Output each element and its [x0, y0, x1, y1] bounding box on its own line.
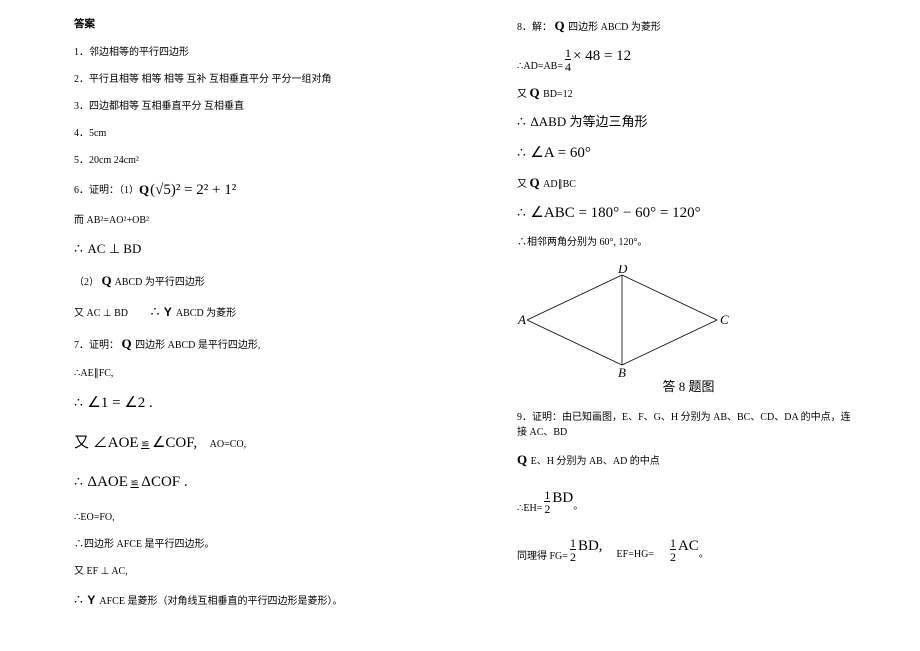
answer-6-prefix: 6．证明：（1） — [74, 184, 139, 197]
therefore-symbol — [517, 149, 528, 160]
answer-8-line2: ∴AD=AB= 1 4 × 48 = 12 — [517, 47, 860, 73]
therefore-symbol — [151, 308, 162, 319]
answer-7-line6: ∴EO=FO, — [74, 511, 417, 524]
answer-7-line5: ΔAOE ≌ ΔCOF . — [74, 473, 417, 493]
congruent-symbol: ≌ — [141, 439, 149, 450]
answer-9-line3: ∴EH= 1 2 BD 。 — [517, 489, 860, 515]
equilateral: ΔABD 为等边三角形 — [530, 114, 647, 129]
answers-heading: 答案 — [74, 18, 417, 32]
final-rhombus: AFCE 是菱形（对角线互相垂直的平行四边形是菱形）。 — [99, 596, 342, 607]
because-symbol — [517, 456, 528, 467]
bd-tail: BD — [552, 489, 573, 509]
times-48: × 48 = 12 — [573, 47, 631, 67]
because-symbol — [530, 89, 541, 100]
perp-text: AC ⊥ BD — [87, 241, 141, 256]
fraction-1-2a: 1 2 — [570, 537, 576, 563]
again-prefix: 又 — [517, 89, 527, 100]
ao-co: AO=CO, — [210, 439, 246, 450]
therefore-symbol — [74, 596, 85, 607]
because-symbol — [139, 182, 150, 199]
answer-8-line4: ΔABD 为等边三角形 — [517, 114, 860, 132]
again-prefix2: 又 — [517, 179, 527, 190]
answer-9-line4: 同理得 FG= 1 2 BD, EF=HG= 1 2 AC 。 — [517, 537, 860, 563]
answer-6-math: (√5)² = 2² + 1² — [150, 181, 236, 201]
answer-8-line7: ∠ABC = 180° − 60° = 120° — [517, 204, 860, 224]
part2-prefix: （2） — [74, 277, 99, 288]
svg-text:A: A — [517, 312, 526, 327]
tri-cof: ΔCOF . — [141, 474, 187, 490]
sol8-text: 四边形 ABCD 为菱形 — [568, 22, 661, 33]
fraction-1-2b: 1 2 — [670, 537, 676, 563]
y-symbol — [87, 596, 97, 607]
rhombus-figure: A C D B — [517, 265, 732, 377]
answer-7-line9: AFCE 是菱形（对角线互相垂直的平行四边形是菱形）。 — [74, 592, 417, 610]
ad-parallel-bc: AD∥BC — [543, 179, 576, 190]
part2-text: ABCD 为平行四边形 — [115, 277, 205, 288]
eh-prefix: ∴EH= — [517, 502, 542, 515]
therefore-symbol — [517, 118, 528, 129]
answer-8-line3: 又 BD=12 — [517, 85, 860, 102]
bd-12: BD=12 — [543, 89, 573, 100]
tri-aoe: ΔAOE — [87, 474, 127, 490]
figure-caption: 答 8 题图 — [517, 379, 860, 396]
answer-1: 1．邻边相等的平行四边形 — [74, 46, 417, 59]
y-symbol — [164, 308, 174, 319]
similarly-prefix: 同理得 FG= — [517, 550, 568, 563]
therefore-symbol — [517, 209, 528, 220]
answer-6-line2: 而 AB²=AO²+OB² — [74, 214, 417, 227]
therefore-symbol — [74, 399, 85, 410]
angle-a-60: ∠A = 60° — [530, 145, 590, 161]
midpoints-text: E、H 分别为 AB、AD 的中点 — [531, 456, 660, 467]
therefore-symbol — [74, 478, 85, 489]
congruent-symbol: ≌ — [130, 478, 138, 489]
left-column: 答案 1．邻边相等的平行四边形 2．平行且相等 相等 相等 互补 互相垂直平分 … — [74, 18, 417, 624]
svg-text:D: D — [617, 265, 628, 276]
ac-tail: AC — [678, 537, 699, 557]
answer-3: 3．四边都相等 互相垂直平分 互相垂直 — [74, 100, 417, 113]
answer-8-line6: 又 AD∥BC — [517, 175, 860, 192]
ad-ab-prefix: ∴AD=AB= — [517, 60, 563, 73]
answer-4: 4．5cm — [74, 127, 417, 140]
therefore-symbol — [74, 245, 85, 256]
answer-6-line5: 又 AC ⊥ BD ABCD 为菱形 — [74, 304, 417, 322]
rhombus-text: ABCD 为菱形 — [176, 308, 236, 319]
angle-aoe: 又 ∠AOE — [74, 435, 139, 451]
answer-9-line1: 9．证明：由已知画图，E、F、G、H 分别为 AB、BC、CD、DA 的中点，连… — [517, 410, 860, 440]
sol8-prefix: 8．解： — [517, 22, 552, 33]
proof7-prefix: 7．证明： — [74, 340, 119, 351]
proof7-text: 四边形 ABCD 是平行四边形, — [135, 340, 260, 351]
because-symbol — [555, 22, 566, 33]
answer-7-line4: 又 ∠AOE ≌ ∠COF, AO=CO, — [74, 434, 417, 454]
angle-abc-120: ∠ABC = 180° − 60° = 120° — [530, 205, 700, 221]
answer-6-line3: AC ⊥ BD — [74, 241, 417, 259]
answer-8-line1: 8．解： 四边形 ABCD 为菱形 — [517, 18, 860, 35]
right-column: 8．解： 四边形 ABCD 为菱形 ∴AD=AB= 1 4 × 48 = 12 … — [517, 18, 860, 624]
answer-2: 2．平行且相等 相等 相等 互补 互相垂直平分 平分一组对角 — [74, 73, 417, 86]
because-symbol — [102, 277, 113, 288]
angle-eq: ∠1 = ∠2 . — [87, 395, 152, 411]
answer-9-line2: E、H 分别为 AB、AD 的中点 — [517, 452, 860, 469]
fraction-1-4: 1 4 — [565, 47, 571, 73]
fraction-1-2: 1 2 — [544, 489, 550, 515]
answer-7-line8: 又 EF ⊥ AC, — [74, 565, 417, 578]
svg-text:B: B — [618, 365, 626, 377]
answer-7-line1: 7．证明： 四边形 ABCD 是平行四边形, — [74, 336, 417, 353]
bd-tail2: BD, — [578, 537, 603, 557]
answer-8-line8: ∴相邻两角分别为 60°, 120°。 — [517, 236, 860, 249]
answer-6-line4: （2） ABCD 为平行四边形 — [74, 273, 417, 290]
answer-8-line5: ∠A = 60° — [517, 144, 860, 164]
answer-7-line3: ∠1 = ∠2 . — [74, 394, 417, 414]
again-perp: 又 AC ⊥ BD — [74, 308, 128, 319]
ef-hg-prefix: EF=HG= — [617, 548, 654, 561]
answer-5: 5．20cm 24cm² — [74, 154, 417, 167]
angle-cof: ∠COF, — [152, 435, 197, 451]
answer-6-line1: 6．证明：（1） (√5)² = 2² + 1² — [74, 181, 417, 201]
page-container: 答案 1．邻边相等的平行四边形 2．平行且相等 相等 相等 互补 互相垂直平分 … — [0, 0, 920, 634]
svg-text:C: C — [720, 312, 729, 327]
because-symbol — [122, 340, 133, 351]
because-symbol — [530, 179, 541, 190]
answer-7-line2: ∴AE∥FC, — [74, 367, 417, 380]
answer-7-line7: ∴四边形 AFCE 是平行四边形。 — [74, 538, 417, 551]
